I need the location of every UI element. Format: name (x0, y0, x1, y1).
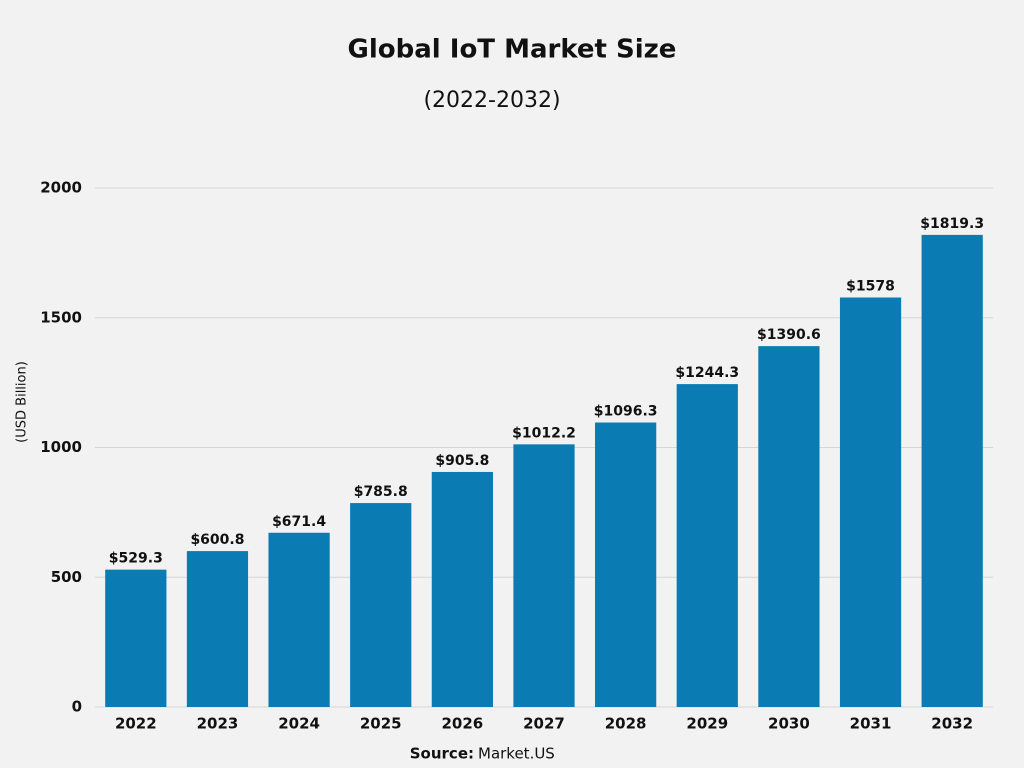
y-tick-label: 0 (72, 698, 82, 716)
value-label: $1578 (846, 279, 895, 295)
x-tick-label: 2023 (197, 715, 239, 733)
value-label: $1819.3 (920, 216, 984, 232)
value-label: $785.8 (354, 484, 408, 500)
value-label: $1012.2 (512, 425, 576, 441)
bar (595, 422, 657, 707)
y-axis-label: (USD Billion) (15, 361, 30, 443)
source: Market.US (478, 745, 555, 763)
y-tick-label: 1500 (40, 308, 82, 326)
x-tick-label: 2025 (360, 715, 402, 733)
x-tick-label: 2026 (441, 715, 483, 733)
x-tick-label: 2024 (278, 715, 320, 733)
value-label: $600.8 (190, 532, 244, 548)
value-label: $1244.3 (675, 365, 739, 381)
value-label: $1096.3 (594, 404, 658, 420)
x-tick-label: 2022 (115, 715, 157, 733)
bar (431, 471, 493, 707)
bar (839, 297, 902, 707)
y-tick-label: 1000 (40, 438, 82, 456)
chart-title: Global IoT Market Size (348, 35, 677, 65)
value-label: $529.3 (109, 551, 163, 567)
bar (758, 346, 820, 707)
value-label: $1390.6 (757, 327, 821, 343)
bar (105, 569, 167, 707)
y-tick-label: 2000 (40, 179, 82, 197)
bar (268, 532, 330, 707)
bar (350, 503, 412, 707)
value-label: $671.4 (272, 514, 326, 530)
y-tick-label: 500 (51, 568, 82, 586)
x-tick-label: 2028 (605, 715, 647, 733)
bar (513, 444, 575, 707)
source-label: Source: (410, 745, 474, 763)
x-tick-label: 2031 (850, 715, 892, 733)
bar (921, 234, 983, 707)
x-tick-label: 2032 (931, 715, 973, 733)
bar (676, 384, 738, 707)
value-label: $905.8 (435, 453, 489, 469)
chart-subtitle: (2022-2032) (423, 88, 560, 113)
x-tick-label: 2027 (523, 715, 565, 733)
x-tick-label: 2030 (768, 715, 810, 733)
bar (186, 551, 249, 707)
x-tick-label: 2029 (686, 715, 728, 733)
